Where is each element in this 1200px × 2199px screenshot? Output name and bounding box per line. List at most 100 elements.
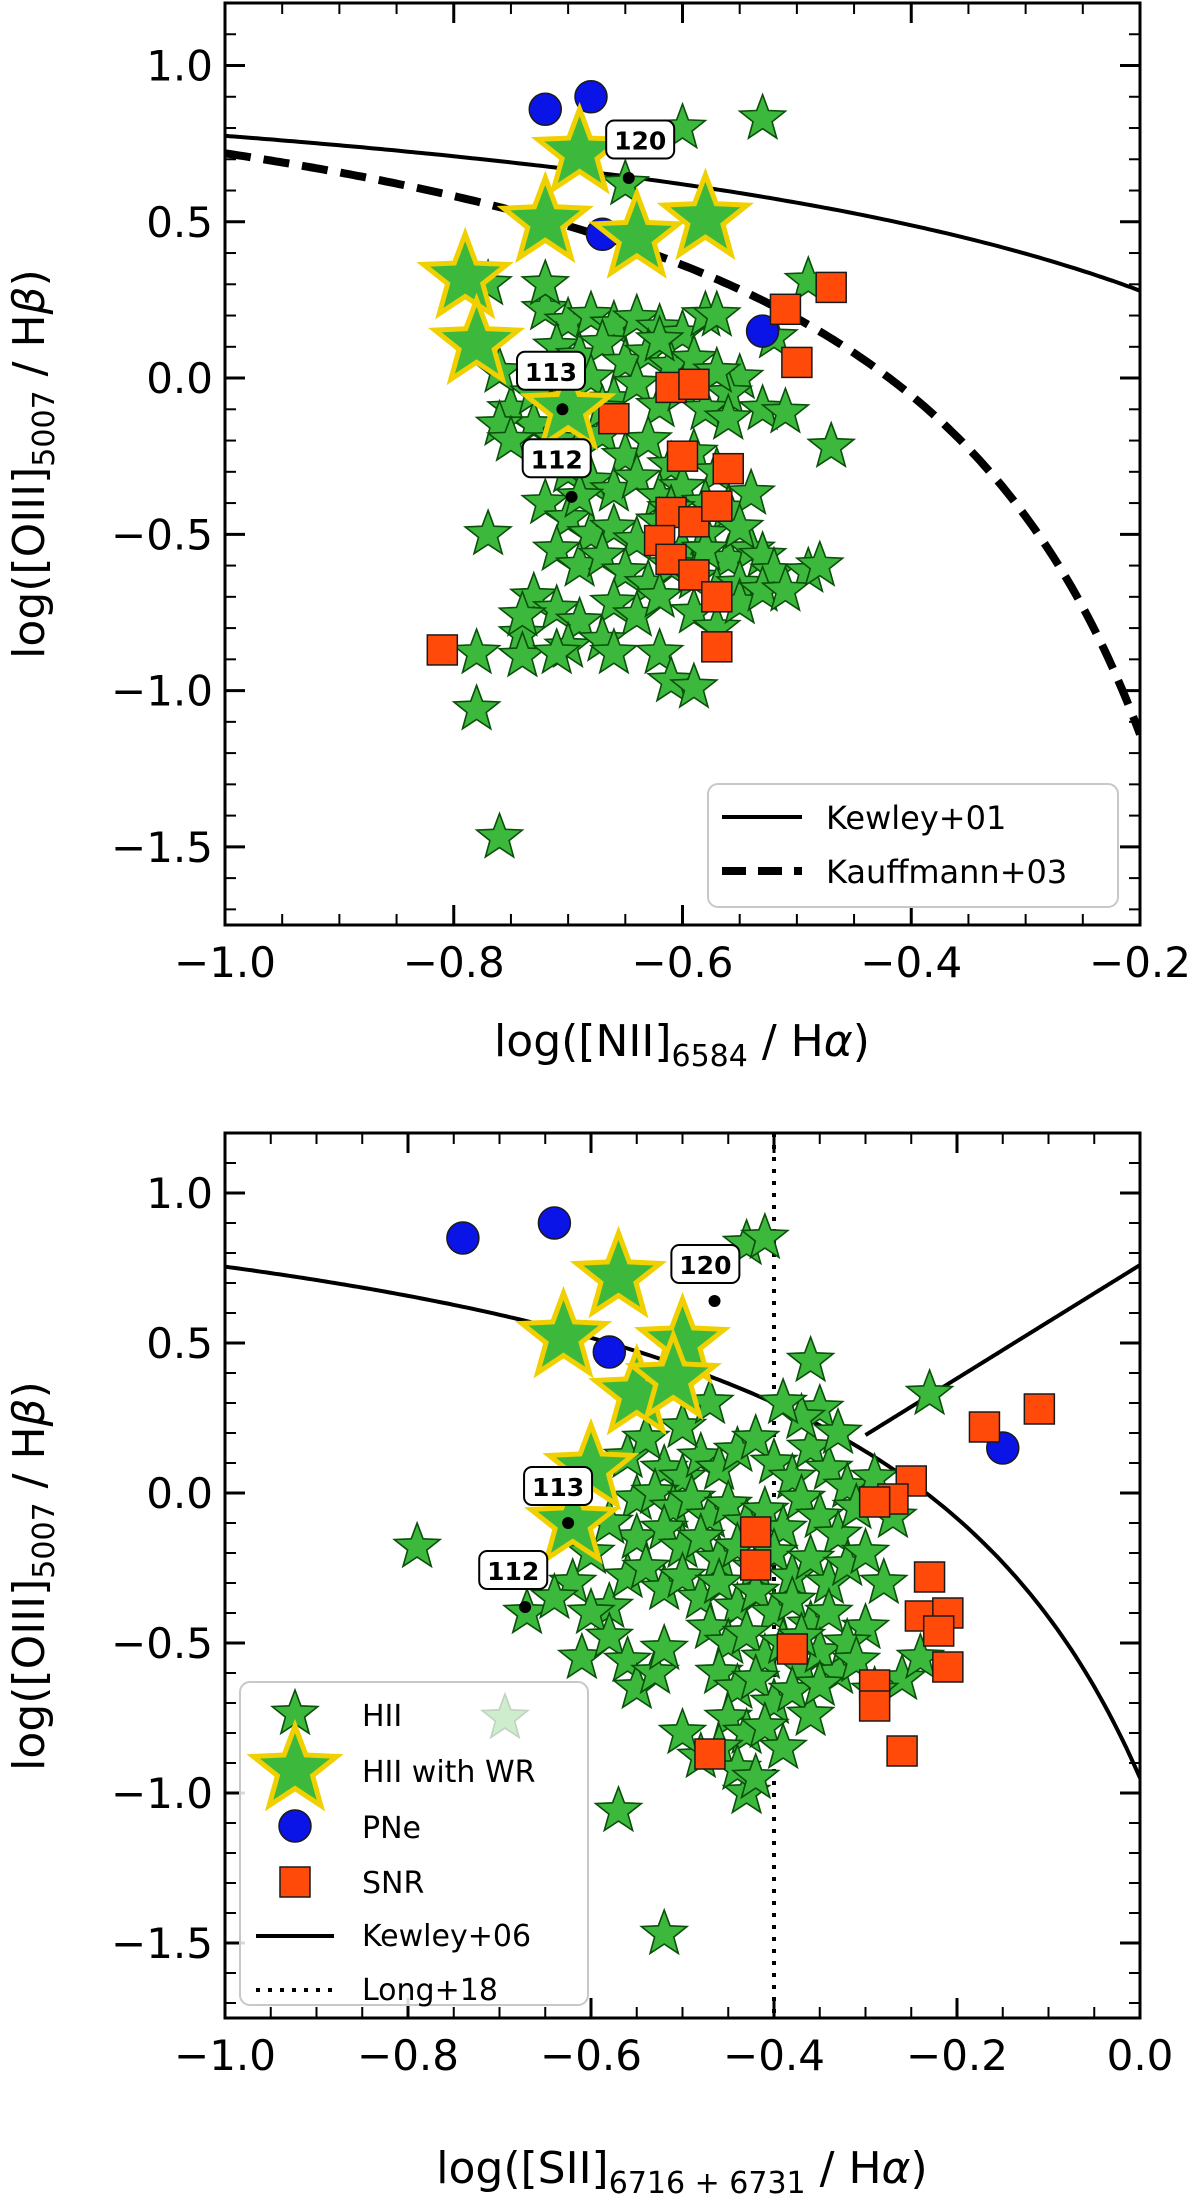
sii-annotation-box-112 xyxy=(478,1550,549,1590)
legend-hii-ghost-star-icon xyxy=(480,1691,530,1740)
sii-hii-point-77 xyxy=(739,1700,790,1749)
nii-snr-point-16 xyxy=(781,346,813,379)
nii-hii-point-91 xyxy=(497,629,548,678)
sii-snr-point-0 xyxy=(968,1411,1001,1443)
nii-hii-point-76 xyxy=(531,583,582,631)
nii-hii-point-66 xyxy=(577,529,628,578)
nii-hii-point-100 xyxy=(760,564,811,612)
sii-ytick-label: 0.0 xyxy=(146,1469,213,1518)
nii-xtick-label: −1.0 xyxy=(174,938,276,987)
sii-wr-point-6 xyxy=(524,1471,622,1565)
sii-pne-point-2 xyxy=(592,1335,627,1369)
sii-hii-point-4 xyxy=(904,1367,955,1416)
nii-hii-point-98 xyxy=(474,811,525,859)
nii-ytick-label: −1.5 xyxy=(111,823,213,872)
sii-ytick-label: −1.5 xyxy=(111,1919,213,1968)
sii-annotation-label-120: 120 xyxy=(679,1251,731,1280)
sii-hii-point-41 xyxy=(675,1511,726,1560)
legend-wr-marker xyxy=(246,1718,344,1812)
nii-hii-point-67 xyxy=(600,545,651,594)
sii-xtick-label: −0.8 xyxy=(357,2031,459,2080)
nii-annotation-box-112 xyxy=(521,438,592,479)
nii-snr-point-0 xyxy=(426,634,459,666)
nii-annotation-dot-113 xyxy=(556,403,569,416)
nii-curve-kewley-01 xyxy=(225,133,1140,293)
panel-sii: 120 113 112 −1.0 −0.8 −0.6 −0.4 −0.2 0.0 1.0 0.5 0… xyxy=(4,1131,1174,2199)
sii-snr-point-9 xyxy=(932,1651,964,1683)
sii-wr-point-1 xyxy=(514,1285,613,1379)
legend-pne-circle-icon xyxy=(278,1809,312,1843)
nii-xtick-label: −0.8 xyxy=(403,938,505,987)
nii-hii-point-89 xyxy=(497,589,548,637)
sii-wr-point-4 xyxy=(624,1327,722,1421)
nii-annotation-label-120: 120 xyxy=(614,127,666,156)
panel-sii-points xyxy=(392,1206,1056,1956)
sii-hii-point-37 xyxy=(813,1508,864,1557)
nii-wr-point-6 xyxy=(519,358,617,451)
nii-wr-point-3 xyxy=(656,167,754,261)
nii-snr-point-15 xyxy=(815,271,847,304)
panel-sii-xlabel: log([SII]6716 + 6731 / Hα) xyxy=(436,2143,927,2199)
legend-hii-label: HII xyxy=(362,1699,402,1734)
nii-wr-point-4 xyxy=(416,226,514,320)
sii-hii-point-103 xyxy=(758,1376,809,1425)
sii-snr-point-16 xyxy=(694,1738,726,1770)
sii-hii-point-9 xyxy=(639,1907,690,1956)
sii-hii-point-60 xyxy=(803,1586,854,1635)
sii-hii-point-87 xyxy=(584,1610,635,1659)
sii-annotation-box-113 xyxy=(523,1466,594,1506)
sii-hii-point-8 xyxy=(593,1784,644,1833)
nii-hii-point-64 xyxy=(531,523,582,572)
panel-nii-xlabel: log([NII]6584 / Hα) xyxy=(494,1016,870,1074)
panel-nii-ylabel: log([OIII]5007 / Hβ) xyxy=(4,269,62,659)
nii-ytick-label: 1.0 xyxy=(146,42,213,91)
nii-annotation-label-112: 112 xyxy=(531,445,583,474)
nii-pne-point-1 xyxy=(574,80,608,114)
sii-hii-point-71 xyxy=(730,1652,781,1701)
nii-hii-point-93 xyxy=(588,626,639,675)
nii-snr-point-14 xyxy=(769,293,802,326)
sii-ytick-label: 1.0 xyxy=(146,1169,213,1218)
nii-annotation-box-120 xyxy=(605,119,676,160)
nii-hii-point-113 xyxy=(794,539,845,587)
sii-hii-point-88 xyxy=(602,1634,653,1683)
nii-hii-point-92 xyxy=(531,626,582,675)
nii-hii-point-54 xyxy=(520,476,571,525)
sii-ytick-label: −0.5 xyxy=(111,1619,213,1668)
nii-hii-point-34 xyxy=(703,392,754,440)
sii-hii-point-97 xyxy=(895,1631,946,1680)
sii-annotation-dot-113 xyxy=(562,1517,575,1529)
sii-snr-point-13 xyxy=(739,1516,772,1548)
sii-hii-point-7 xyxy=(556,1631,607,1680)
legend-wr-label: HII with WR xyxy=(362,1755,535,1790)
nii-hii-point-1 xyxy=(737,92,788,140)
nii-snr-point-4 xyxy=(666,440,699,472)
nii-hii-point-8 xyxy=(760,386,811,434)
legend-snr-marker xyxy=(279,1866,311,1898)
nii-hii-point-33 xyxy=(680,383,731,431)
sii-xtick-label: 0.0 xyxy=(1107,2031,1174,2080)
sii-curve-kewley-06-seyfert-liner- xyxy=(864,1263,1140,1437)
nii-snr-point-12 xyxy=(701,581,733,613)
sii-annotation-dot-120 xyxy=(708,1295,721,1307)
sii-snr-point-11 xyxy=(858,1690,891,1722)
sii-hii-point-58 xyxy=(767,1574,818,1623)
sii-pne-point-0 xyxy=(446,1221,480,1255)
sii-hii-point-2 xyxy=(785,1334,836,1383)
sii-annotation-label-112: 112 xyxy=(487,1557,539,1586)
sii-xtick-label: −1.0 xyxy=(174,2031,276,2080)
sii-snr-point-8 xyxy=(922,1615,955,1647)
nii-wr-point-1 xyxy=(496,170,594,264)
panel-nii-annotations: 120 113 112 xyxy=(515,119,676,503)
nii-xtick-label: −0.6 xyxy=(632,938,734,987)
nii-snr-point-13 xyxy=(701,631,733,663)
nii-hii-point-103 xyxy=(554,470,605,519)
legend-snr-square-icon xyxy=(279,1866,311,1898)
nii-ytick-label: −1.0 xyxy=(111,667,213,716)
sii-hii-point-85 xyxy=(529,1571,580,1620)
nii-annotation-label-113: 113 xyxy=(525,358,577,387)
nii-hii-point-88 xyxy=(634,626,685,675)
sii-hii-point-52 xyxy=(657,1550,708,1599)
